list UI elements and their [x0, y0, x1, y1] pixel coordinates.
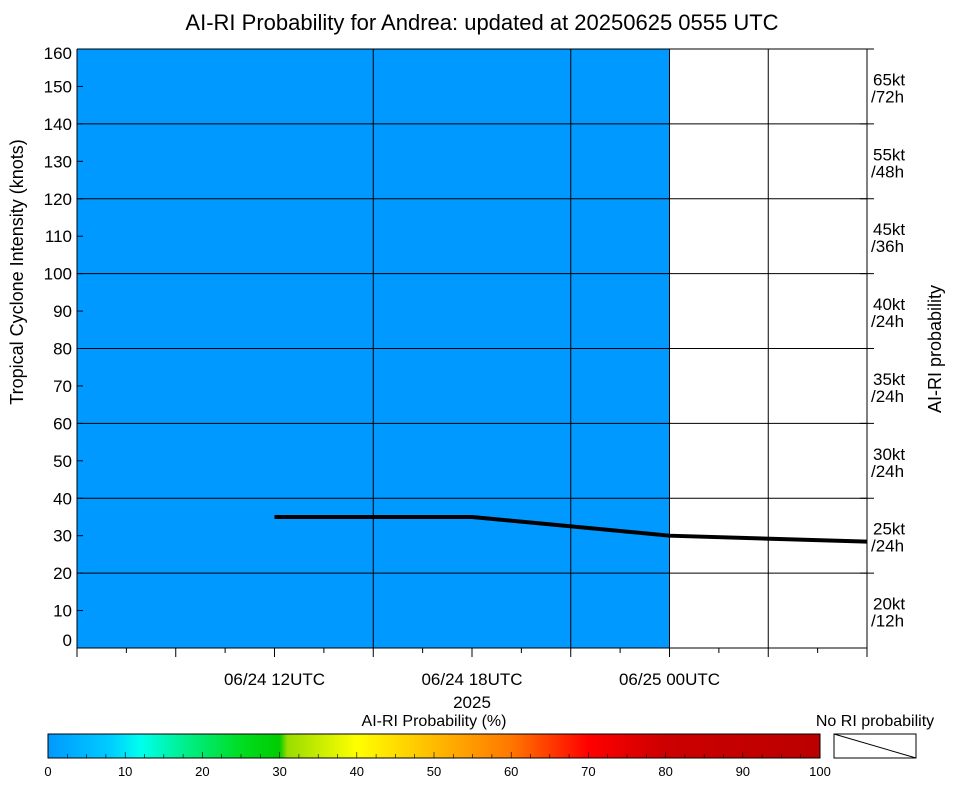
colorbar-title: AI-RI Probability (%): [362, 713, 507, 730]
y-tick-label: 90: [53, 302, 72, 321]
y-tick-label: 0: [63, 631, 72, 650]
colorbar-tick-label: 100: [809, 764, 831, 779]
ri-threshold-kt-label: 45kt: [873, 220, 905, 239]
y-tick-label: 80: [53, 340, 72, 359]
intensity-forecast-line: [274, 514, 868, 544]
ri-threshold-window-label: /24h: [871, 462, 904, 481]
ri-threshold-kt-label: 65kt: [873, 70, 905, 89]
colorbar-tick-label: 10: [118, 764, 132, 779]
colorbar-tick-label: 40: [350, 764, 364, 779]
no-ri-label: No RI probability: [816, 713, 934, 730]
ri-threshold-window-label: /24h: [871, 312, 904, 331]
ri-threshold-window-label: /72h: [871, 87, 904, 106]
x-tick-label: 06/24 12UTC: [224, 670, 325, 689]
ri-threshold-kt-label: 30kt: [873, 445, 905, 464]
right-axis-label: AI-RI probability: [925, 285, 945, 413]
y-tick-label: 60: [53, 414, 72, 433]
y-tick-label: 10: [53, 602, 72, 621]
y-tick-label: 50: [53, 452, 72, 471]
x-axis-label: 2025: [453, 693, 491, 712]
colorbar-tick-label: 50: [427, 764, 441, 779]
x-tick-label: 06/24 18UTC: [421, 670, 522, 689]
ri-threshold-kt-label: 55kt: [873, 145, 905, 164]
ri-threshold-window-label: /48h: [871, 162, 904, 181]
y-tick-label: 160: [44, 44, 72, 63]
y-tick-label: 100: [44, 265, 72, 284]
ri-threshold-kt-label: 35kt: [873, 370, 905, 389]
ri-threshold-window-label: /12h: [871, 612, 904, 631]
ri-threshold-kt-label: 25kt: [873, 520, 905, 539]
colorbar-tick-label: 30: [272, 764, 286, 779]
colorbar-tick-label: 0: [44, 764, 51, 779]
ri-threshold-window-label: /24h: [871, 387, 904, 406]
y-tick-label: 140: [44, 115, 72, 134]
y-tick-label: 110: [45, 227, 72, 246]
colorbar-tick-label: 70: [581, 764, 595, 779]
colorbar-tick-label: 20: [195, 764, 209, 779]
ri-threshold-kt-label: 40kt: [873, 295, 905, 314]
y-tick-label: 130: [44, 152, 72, 171]
colorbar-tick-label: 60: [504, 764, 518, 779]
no-ri-swatch-diagonal: [833, 733, 917, 759]
x-tick-label: 06/25 00UTC: [619, 670, 720, 689]
y-tick-label: 70: [53, 377, 72, 396]
ri-threshold-kt-label: 20kt: [873, 595, 905, 614]
y-tick-label: 20: [53, 564, 72, 583]
y-tick-label: 40: [53, 489, 72, 508]
y-axis-label: Tropical Cyclone Intensity (knots): [7, 139, 27, 404]
ri-threshold-window-label: /36h: [871, 237, 904, 256]
y-tick-label: 150: [44, 77, 72, 96]
ri-threshold-window-label: /24h: [871, 537, 904, 556]
colorbar-tick-label: 80: [658, 764, 672, 779]
y-tick-label: 120: [44, 190, 72, 209]
colorbar-tick-label: 90: [736, 764, 750, 779]
chart-title: AI-RI Probability for Andrea: updated at…: [185, 10, 778, 35]
y-tick-label: 30: [53, 527, 72, 546]
